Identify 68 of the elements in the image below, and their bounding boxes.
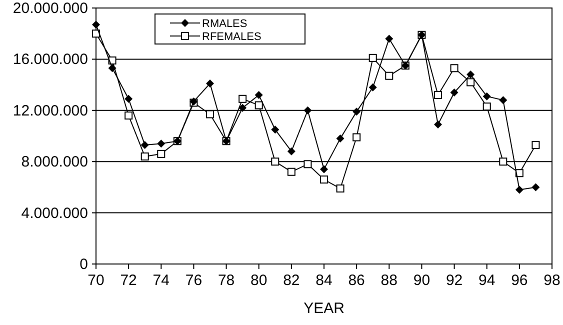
point bbox=[271, 158, 280, 166]
point bbox=[157, 150, 166, 158]
y-tick-label: 16.000.000 bbox=[12, 51, 88, 68]
x-tick-label: 96 bbox=[511, 272, 528, 289]
x-tick-label: 84 bbox=[316, 272, 332, 289]
point bbox=[499, 158, 508, 166]
legend-label: RMALES bbox=[202, 18, 248, 30]
x-tick-label: 72 bbox=[120, 272, 137, 289]
x-tick-label: 98 bbox=[544, 272, 560, 289]
y-tick-label: 8.000.000 bbox=[21, 154, 88, 171]
point bbox=[385, 72, 394, 80]
x-axis-title: YEAR bbox=[304, 300, 345, 317]
point bbox=[238, 94, 247, 103]
y-tick-label: 12.000.000 bbox=[12, 102, 88, 120]
x-tick-label: 92 bbox=[446, 272, 463, 289]
x-tick-label: 76 bbox=[185, 272, 202, 289]
point bbox=[304, 160, 312, 168]
y-tick-label: 4.000.000 bbox=[21, 204, 88, 222]
x-tick-label: 88 bbox=[380, 272, 398, 289]
point bbox=[450, 64, 458, 72]
point bbox=[287, 147, 296, 156]
point bbox=[368, 54, 377, 62]
x-tick-label: 90 bbox=[413, 272, 430, 289]
legend-label: RFEMALES bbox=[202, 31, 262, 43]
point bbox=[92, 20, 100, 29]
point bbox=[271, 126, 280, 134]
point bbox=[254, 91, 263, 100]
point bbox=[206, 80, 214, 88]
point bbox=[108, 64, 116, 72]
point bbox=[238, 104, 247, 112]
point bbox=[254, 101, 263, 110]
x-tick-label: 78 bbox=[218, 272, 235, 289]
x-tick-label: 70 bbox=[88, 272, 104, 289]
point bbox=[499, 96, 508, 104]
point bbox=[466, 70, 475, 79]
point bbox=[515, 186, 524, 194]
point bbox=[157, 140, 166, 148]
point bbox=[320, 176, 328, 184]
point bbox=[140, 152, 149, 160]
x-tick-label: 80 bbox=[250, 272, 268, 289]
point bbox=[532, 183, 540, 192]
point bbox=[124, 94, 133, 103]
point bbox=[434, 120, 442, 128]
point bbox=[450, 88, 458, 96]
x-tick-label: 94 bbox=[478, 272, 496, 289]
point bbox=[434, 91, 442, 100]
point bbox=[140, 140, 149, 149]
point bbox=[320, 165, 328, 174]
point bbox=[482, 102, 491, 111]
point bbox=[368, 83, 377, 92]
point bbox=[336, 134, 344, 143]
y-tick-label: 20.000.000 bbox=[12, 0, 88, 17]
point bbox=[352, 108, 361, 116]
x-tick-label: 74 bbox=[152, 272, 170, 289]
point bbox=[385, 34, 394, 43]
point bbox=[532, 140, 540, 149]
point bbox=[124, 112, 133, 120]
point bbox=[206, 110, 214, 118]
x-tick-label: 86 bbox=[348, 272, 365, 289]
point bbox=[466, 78, 475, 86]
point bbox=[336, 184, 344, 192]
y-tick-label: 0 bbox=[80, 256, 88, 273]
point bbox=[92, 30, 100, 38]
point bbox=[482, 92, 491, 100]
x-tick-label: 82 bbox=[283, 272, 300, 289]
point bbox=[287, 168, 296, 176]
point bbox=[352, 133, 361, 142]
point bbox=[304, 106, 312, 114]
